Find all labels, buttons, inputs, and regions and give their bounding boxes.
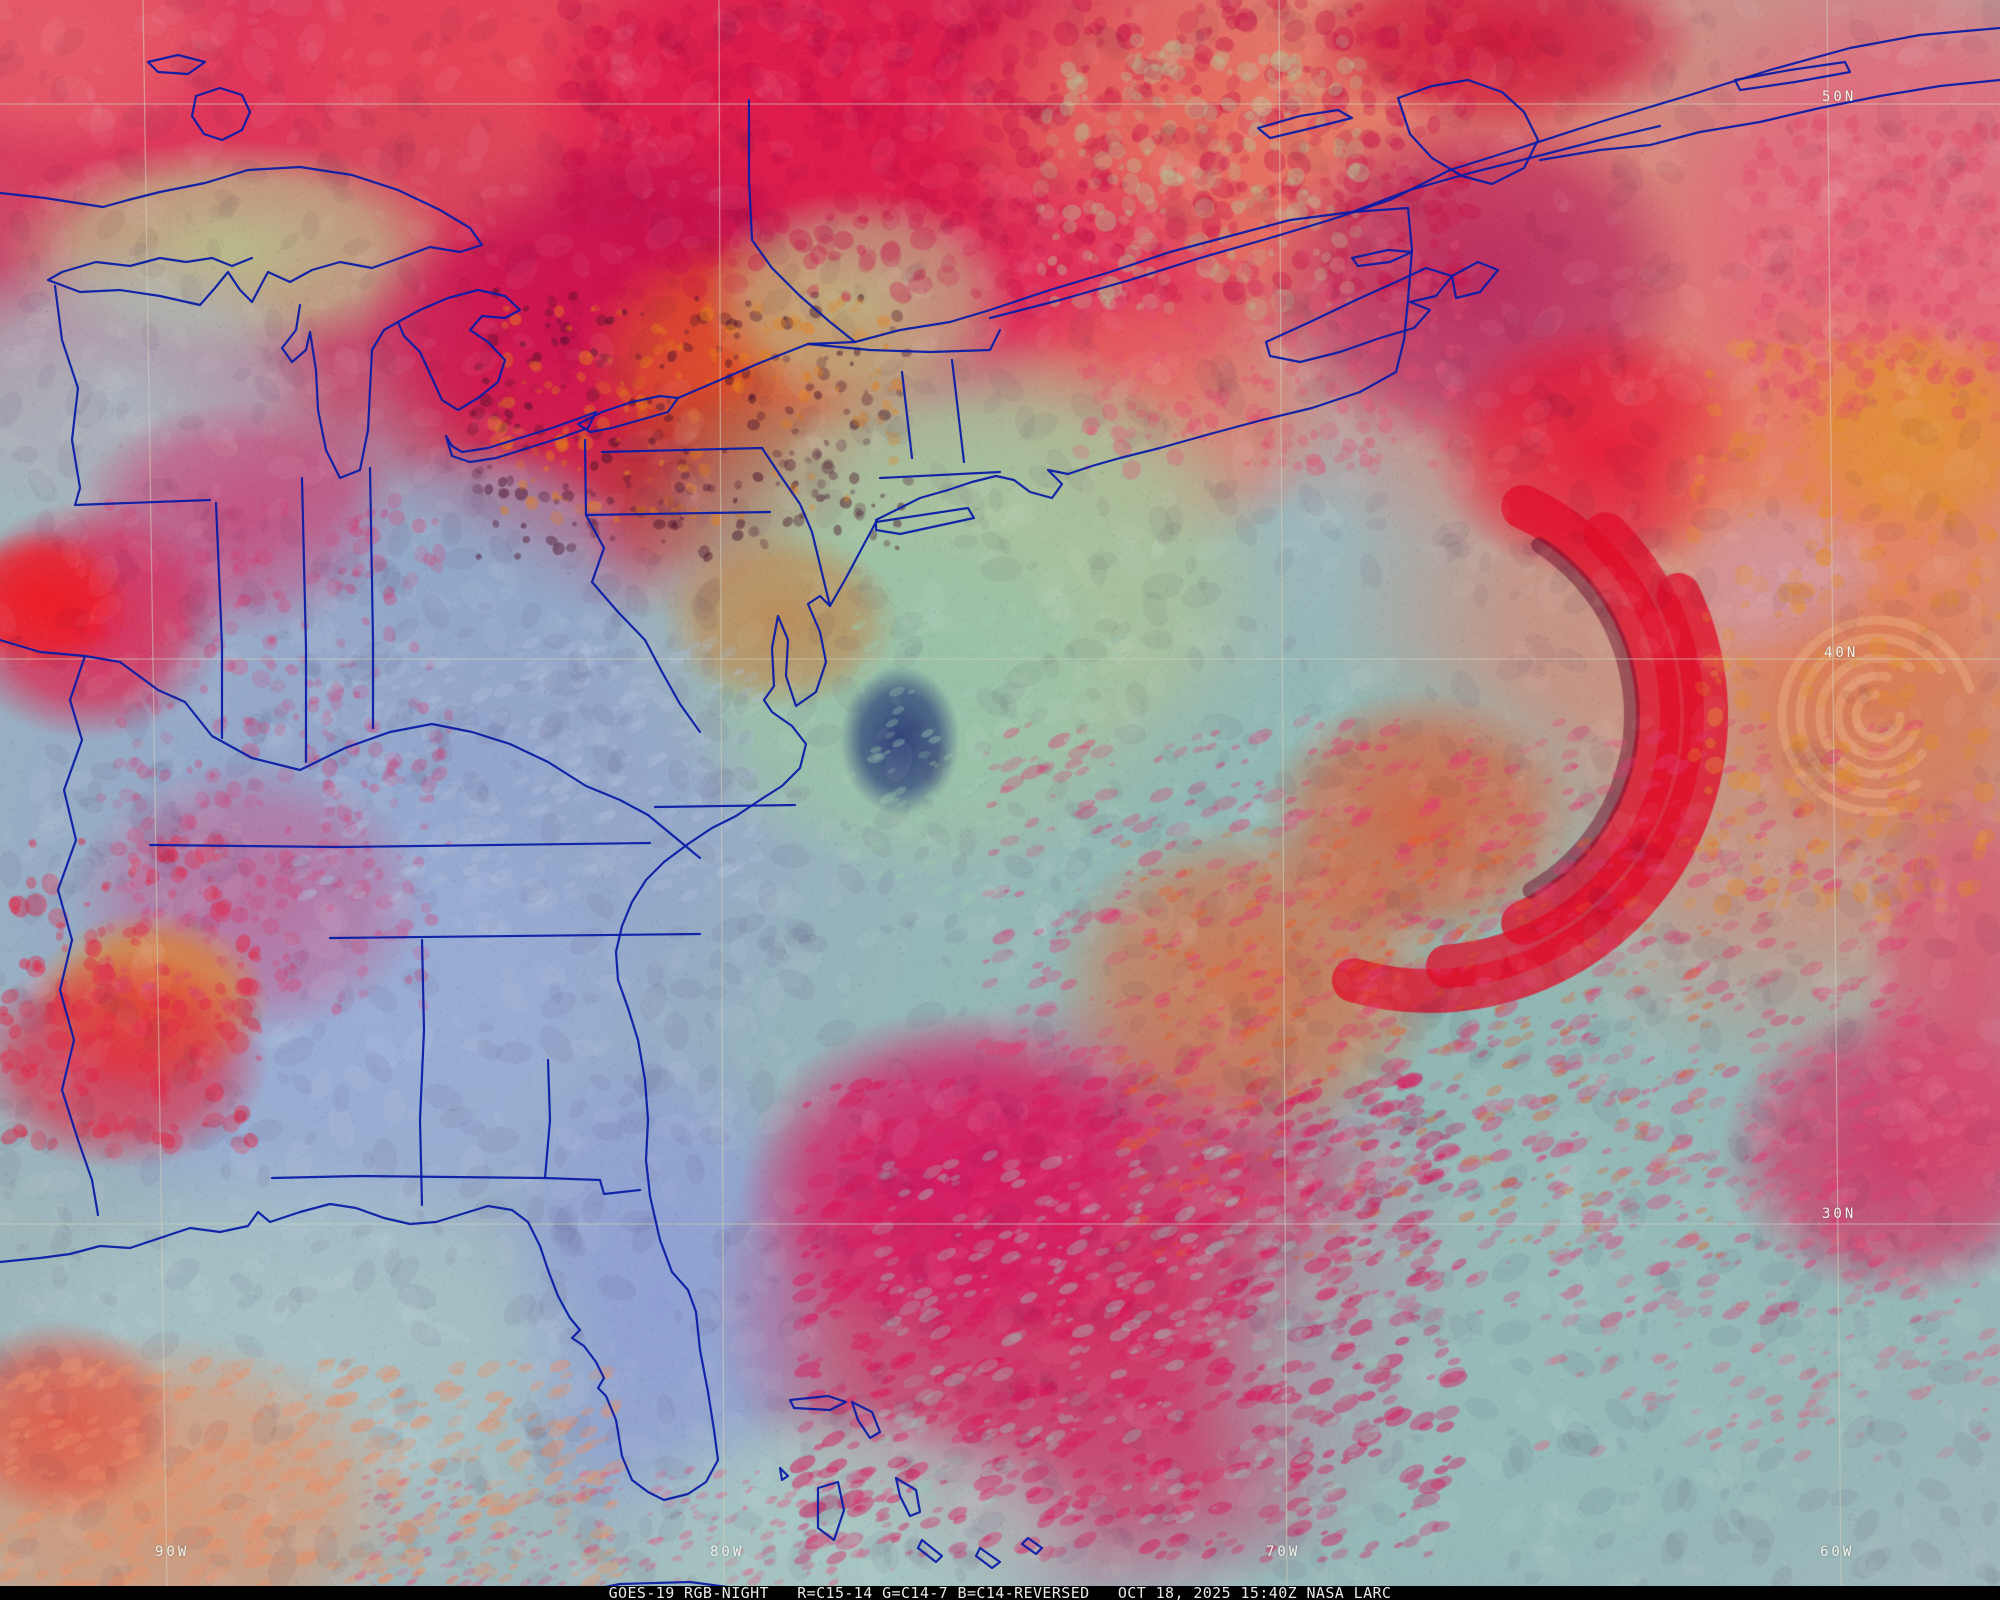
lon-label-90w: 90W (155, 1544, 190, 1560)
lat-label-40n: 40N (1824, 645, 1859, 661)
lon-label-60w: 60W (1820, 1544, 1855, 1560)
caption-bar: GOES-19 RGB-NIGHT R=C15-14 G=C14-7 B=C14… (0, 1583, 2000, 1600)
caption-text: GOES-19 RGB-NIGHT R=C15-14 G=C14-7 B=C14… (608, 1583, 1392, 1600)
lat-label-30n: 30N (1822, 1206, 1857, 1222)
lon-label-80w: 80W (710, 1544, 745, 1560)
lat-label-50n: 50N (1822, 89, 1857, 105)
lon-label-70w: 70W (1266, 1544, 1301, 1560)
